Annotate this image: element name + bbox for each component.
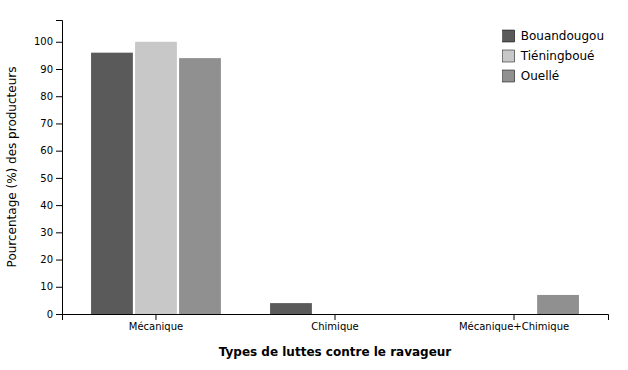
- bar: [91, 53, 133, 314]
- bar: [449, 314, 491, 315]
- y-tick: 100: [34, 36, 62, 47]
- legend-item: Bouandougou: [503, 29, 604, 43]
- y-tick-mark: [56, 96, 62, 97]
- bars: [91, 42, 579, 314]
- y-tick: 0: [47, 309, 62, 320]
- y-tick-label: 0: [47, 309, 53, 320]
- y-axis-line: [56, 21, 63, 315]
- x-tick: Mécanique+Chimique: [459, 314, 569, 332]
- x-axis: Mécanique Chimique Mécanique+Chimique: [63, 314, 609, 332]
- y-tick-mark: [56, 151, 62, 152]
- x-tick-label: Chimique: [311, 321, 358, 332]
- bar: [358, 314, 400, 315]
- x-tick-label: Mécanique+Chimique: [459, 321, 569, 332]
- y-tick: 10: [40, 281, 62, 292]
- y-tick-label: 40: [40, 200, 53, 211]
- y-tick-label: 20: [40, 254, 53, 265]
- y-tick-label: 90: [40, 64, 53, 75]
- legend-swatch: [503, 70, 515, 82]
- y-tick-label: 60: [40, 145, 53, 156]
- y-tick: 90: [40, 64, 62, 75]
- bar: [135, 42, 177, 314]
- x-axis-line: [63, 315, 609, 321]
- legend-item: Tiéningboué: [503, 49, 595, 63]
- x-tick-mark: [335, 314, 336, 320]
- legend-label: Ouellé: [521, 69, 559, 83]
- bar: [179, 58, 221, 314]
- y-tick-label: 80: [40, 91, 53, 102]
- y-axis: 0 10 20 30 40 50 60 70 80 90 100: [34, 21, 63, 320]
- bar-series: [91, 53, 312, 314]
- bar: [493, 314, 535, 315]
- y-tick-mark: [56, 205, 62, 206]
- y-tick-label: 50: [40, 173, 53, 184]
- bar-series: [135, 42, 177, 314]
- legend-item: Ouellé: [503, 69, 559, 83]
- y-tick-mark: [56, 232, 62, 233]
- x-tick-label: Mécanique: [129, 321, 183, 332]
- y-tick-mark: [56, 178, 62, 179]
- x-tick: Chimique: [311, 314, 358, 332]
- y-tick: 50: [40, 173, 62, 184]
- y-tick: 70: [40, 118, 62, 129]
- x-axis-title: Types de luttes contre le ravageur: [219, 345, 452, 359]
- bar: [270, 303, 312, 314]
- bar: [537, 295, 579, 314]
- legend-label: Bouandougou: [521, 29, 604, 43]
- y-tick: 20: [40, 254, 62, 265]
- y-tick-mark: [56, 287, 62, 288]
- legend: Bouandougou Tiéningboué Ouellé: [503, 29, 604, 83]
- y-axis-title: Pourcentage (%) des producteurs: [5, 67, 19, 268]
- y-tick-mark: [56, 260, 62, 261]
- y-tick-label: 10: [40, 281, 53, 292]
- x-tick-mark: [155, 314, 156, 320]
- bar-series: [179, 58, 579, 314]
- y-tick: 80: [40, 91, 62, 102]
- legend-swatch: [503, 50, 515, 62]
- x-tick-mark: [514, 314, 515, 320]
- x-tick: Mécanique: [129, 314, 183, 332]
- y-tick-label: 70: [40, 118, 53, 129]
- plot: 0102030405060708090100MécaniqueChimiqueM…: [34, 21, 609, 333]
- y-tick-label: 30: [40, 227, 53, 238]
- y-tick-label: 100: [34, 36, 53, 47]
- y-tick: 30: [40, 227, 62, 238]
- y-tick-mark: [56, 42, 62, 43]
- y-tick: 40: [40, 200, 62, 211]
- chart: 0102030405060708090100MécaniqueChimiqueM…: [0, 0, 628, 370]
- y-tick-mark: [56, 69, 62, 70]
- y-tick-mark: [56, 314, 62, 315]
- y-tick: 60: [40, 145, 62, 156]
- bar: [314, 314, 356, 315]
- y-tick-mark: [56, 123, 62, 124]
- legend-label: Tiéningboué: [520, 49, 595, 63]
- legend-swatch: [503, 30, 515, 42]
